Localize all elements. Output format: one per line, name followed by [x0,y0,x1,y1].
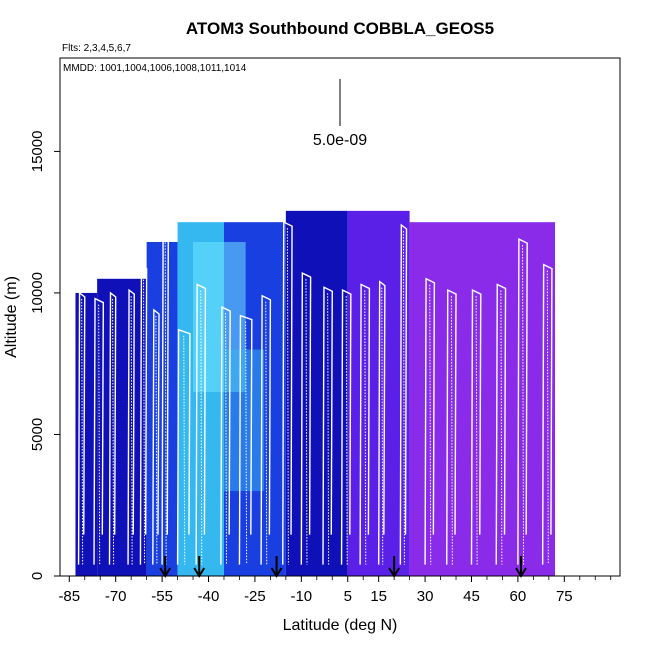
heatmap-region-1 [75,292,98,576]
flight-profile-3 [108,291,117,565]
x-axis-ticks: -85 -70 -55 -40 -25 -10 5 15 30 45 60 75 [58,576,612,605]
y-axis-ticks: 0 5000 10000 15000 [29,131,60,580]
flight-profile-dotted-6 [155,315,158,565]
flight-profile-22 [470,288,482,565]
flight-profile-dotted-13 [286,228,289,565]
heatmap-region-6 [285,210,348,576]
flight-profile-dotted-24 [522,245,525,565]
x-tick-label-5: -25 [244,588,266,605]
flight-profile-dotted-2 [98,304,101,565]
flight-profile-13 [282,221,293,565]
x-tick-label-8: 15 [370,588,387,605]
flight-profile-7 [161,234,169,565]
x-tick-label-9: 30 [417,588,434,605]
flight-profile-4 [127,288,135,565]
flight-profile-18 [377,280,386,565]
flight-profile-dotted-15 [327,293,330,565]
flight-profile-dotted-23 [500,290,503,565]
flight-profile-1 [77,291,86,565]
y-tick-label-4: 15000 [29,131,46,173]
flight-profile-8 [176,328,191,565]
flight-profile-dotted-3 [112,298,115,565]
mmdd-note: MMDD: 1001,1004,1006,1008,1011,1014 [63,63,247,74]
plot-frame [59,57,621,577]
flight-profile-dotted-18 [381,287,384,565]
flight-profile-dotted-12 [265,301,268,565]
x-tick-label-11: 60 [510,588,527,605]
flight-profile-17 [359,283,371,565]
x-tick-label-3: -55 [151,588,173,605]
heatmap-region-8 [409,222,556,576]
flight-profile-12 [260,294,272,565]
flight-profile-6 [152,308,160,565]
flight-profile-21 [446,288,457,565]
flight-profile-dotted-8 [183,335,186,565]
scale-label: 5.0e-09 [313,132,367,149]
heatmap-region-2 [97,278,147,576]
flight-profile-5 [139,263,148,565]
y-tick-label-2: 5000 [29,418,46,451]
flight-profile-dotted-1 [81,298,84,565]
flight-profile-24 [517,238,528,565]
flight-profile-19 [399,223,408,565]
flight-profile-9 [195,283,207,565]
x-axis-label: Latitude (deg N) [283,617,398,634]
flight-profile-dotted-17 [364,290,367,565]
chart-title: ATOM3 Southbound COBBLA_GEOS5 [186,19,494,38]
flights-note: Flts: 2,3,4,5,6,7 [62,43,131,54]
flight-profile-2 [93,297,105,565]
x-tick-label-2: -70 [105,588,127,605]
heatmap-regions [75,210,556,576]
flight-profile-25 [541,263,553,565]
flight-profile-23 [495,283,507,565]
flight-profile-16 [340,288,352,565]
flight-profile-dotted-5 [143,270,146,565]
flight-profile-20 [424,277,436,565]
y-tick-label-1: 0 [29,572,46,580]
flight-profile-11 [238,314,253,565]
x-tick-label-10: 45 [463,588,480,605]
flight-profile-dotted-25 [546,270,549,565]
flight-profiles [77,221,553,565]
heatmap-enhancement-lower [223,349,265,492]
x-tick-label-1: -85 [58,588,80,605]
flight-profile-dotted-14 [305,279,308,565]
y-tick-label-3: 10000 [29,272,46,314]
y-axis-label: Altitude (m) [3,276,20,358]
x-tick-label-7: 5 [344,588,352,605]
flight-profile-10 [220,305,231,565]
flight-profile-15 [322,286,333,565]
flight-profile-14 [300,272,312,565]
x-tick-label-6: -10 [290,588,312,605]
x-tick-label-4: -40 [198,588,220,605]
flight-profile-dotted-9 [200,290,203,565]
x-tick-label-12: 75 [556,588,573,605]
